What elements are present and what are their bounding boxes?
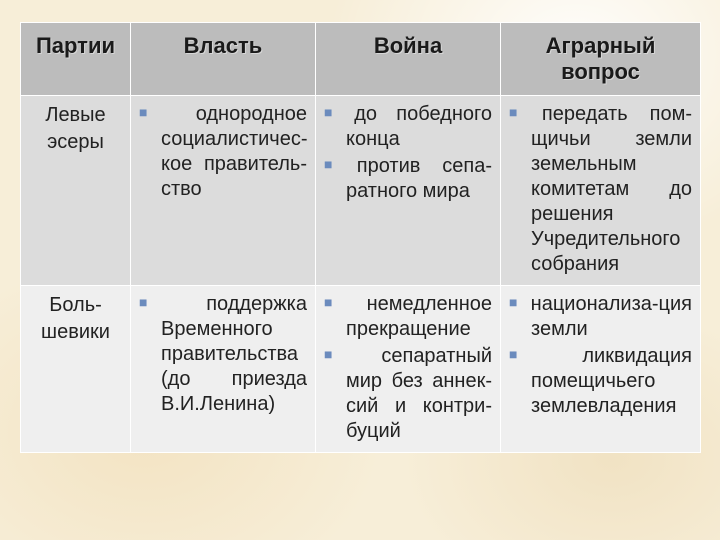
party-name-line: Боль- xyxy=(49,294,102,316)
bullet-icon: ■ xyxy=(324,294,359,310)
power-cell: ■поддержка Временного правительства (до … xyxy=(131,286,316,453)
bullet-icon: ■ xyxy=(324,104,346,120)
header-war: Война xyxy=(316,23,501,96)
table-header-row: Партии Власть Война Аграрный вопрос xyxy=(21,23,701,96)
bullet-icon: ■ xyxy=(509,104,534,120)
list-item: ■ликвидация помещичьего землевладения xyxy=(509,344,692,419)
list-item: ■немедленное прекращение xyxy=(324,292,492,342)
bullet-icon: ■ xyxy=(509,346,574,362)
comparison-table: Партии Власть Война Аграрный вопрос Левы… xyxy=(20,22,701,453)
bullet-icon: ■ xyxy=(324,156,349,172)
list-item: ■национализа-ция земли xyxy=(509,292,692,342)
party-cell: Боль- шевики xyxy=(21,286,131,453)
list-item: ■сепаратный мир без аннек-сий и контри-б… xyxy=(324,344,492,444)
power-cell: ■однородное социалистичес-кое правитель-… xyxy=(131,96,316,286)
agrarian-cell: ■национализа-ция земли ■ликвидация помещ… xyxy=(501,286,701,453)
header-agrarian: Аграрный вопрос xyxy=(501,23,701,96)
list-item: ■против сепа-ратного мира xyxy=(324,154,492,204)
list-item: ■до победного конца xyxy=(324,102,492,152)
bullet-icon: ■ xyxy=(139,294,198,310)
party-name-line: шевики xyxy=(41,321,110,343)
party-cell: Левые эсеры xyxy=(21,96,131,286)
list-item: ■передать пом-щичьи земли земельным коми… xyxy=(509,102,692,277)
list-item: ■однородное социалистичес-кое правитель-… xyxy=(139,102,307,202)
table-row: Левые эсеры ■однородное социалистичес-ко… xyxy=(21,96,701,286)
war-cell: ■немедленное прекращение ■сепаратный мир… xyxy=(316,286,501,453)
party-name-line: эсеры xyxy=(47,131,104,153)
table-row: Боль- шевики ■поддержка Временного прави… xyxy=(21,286,701,453)
bullet-icon: ■ xyxy=(324,346,373,362)
war-cell: ■до победного конца ■против сепа-ратного… xyxy=(316,96,501,286)
header-parties: Партии xyxy=(21,23,131,96)
bullet-icon: ■ xyxy=(139,104,188,120)
bullet-icon: ■ xyxy=(509,294,523,310)
party-name-line: Левые xyxy=(45,104,105,126)
list-item: ■поддержка Временного правительства (до … xyxy=(139,292,307,417)
header-power: Власть xyxy=(131,23,316,96)
agrarian-cell: ■передать пом-щичьи земли земельным коми… xyxy=(501,96,701,286)
